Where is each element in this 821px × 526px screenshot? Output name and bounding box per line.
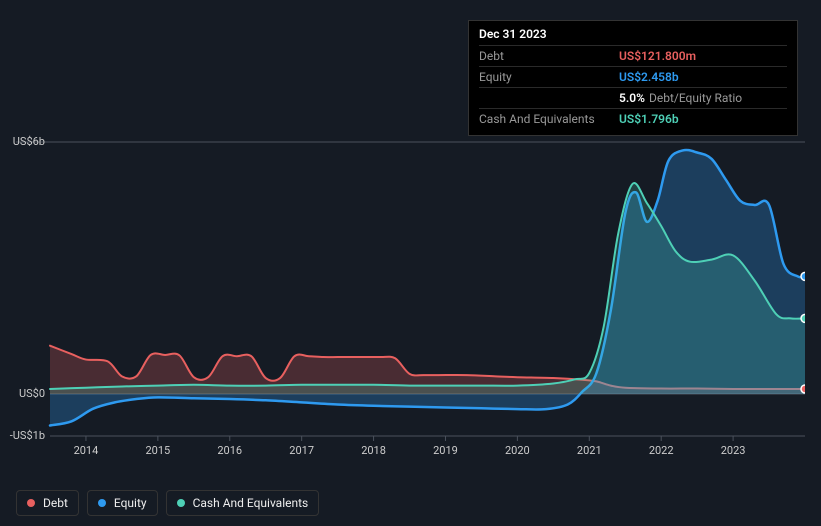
legend-dot — [177, 499, 185, 507]
x-tick-label: 2014 — [66, 444, 106, 457]
tooltip-date: Dec 31 2023 — [479, 27, 787, 45]
legend-dot — [27, 499, 35, 507]
legend-label: Debt — [43, 496, 68, 510]
legend-item-debt[interactable]: Debt — [16, 490, 79, 516]
legend-label: Equity — [114, 496, 147, 510]
tooltip-row: EquityUS$2.458b — [479, 66, 787, 87]
x-tick-label: 2018 — [354, 444, 394, 457]
y-tick-label: -US$1b — [0, 429, 45, 442]
financials-chart: US$6bUS$0-US$1b 201420152016201720182019… — [16, 124, 805, 464]
y-tick-label: US$0 — [0, 387, 45, 400]
legend-dot — [98, 499, 106, 507]
chart-svg — [16, 124, 805, 464]
tooltip-row-label: Debt — [479, 49, 619, 63]
tooltip-row: 5.0%Debt/Equity Ratio — [479, 87, 787, 108]
tooltip-ratio: 5.0%Debt/Equity Ratio — [619, 91, 742, 105]
x-tick-label: 2020 — [497, 444, 537, 457]
chart-tooltip: Dec 31 2023 DebtUS$121.800mEquityUS$2.45… — [468, 20, 798, 136]
legend-item-equity[interactable]: Equity — [87, 490, 158, 516]
x-tick-label: 2017 — [282, 444, 322, 457]
tooltip-row-value: US$121.800m — [619, 49, 696, 63]
x-tick-label: 2015 — [138, 444, 178, 457]
tooltip-row-label — [479, 91, 619, 105]
tooltip-row: DebtUS$121.800m — [479, 45, 787, 66]
tooltip-row-label: Equity — [479, 70, 619, 84]
tooltip-row-value: US$2.458b — [619, 70, 679, 84]
legend-label: Cash And Equivalents — [193, 496, 309, 510]
x-tick-label: 2016 — [210, 444, 250, 457]
x-tick-label: 2023 — [713, 444, 753, 457]
y-tick-label: US$6b — [0, 135, 45, 148]
x-tick-label: 2021 — [569, 444, 609, 457]
x-tick-label: 2019 — [425, 444, 465, 457]
chart-legend: Debt Equity Cash And Equivalents — [16, 490, 319, 516]
legend-item-cash-and-equivalents[interactable]: Cash And Equivalents — [166, 490, 320, 516]
tooltip-rows: DebtUS$121.800mEquityUS$2.458b5.0%Debt/E… — [479, 45, 787, 129]
x-tick-label: 2022 — [641, 444, 681, 457]
